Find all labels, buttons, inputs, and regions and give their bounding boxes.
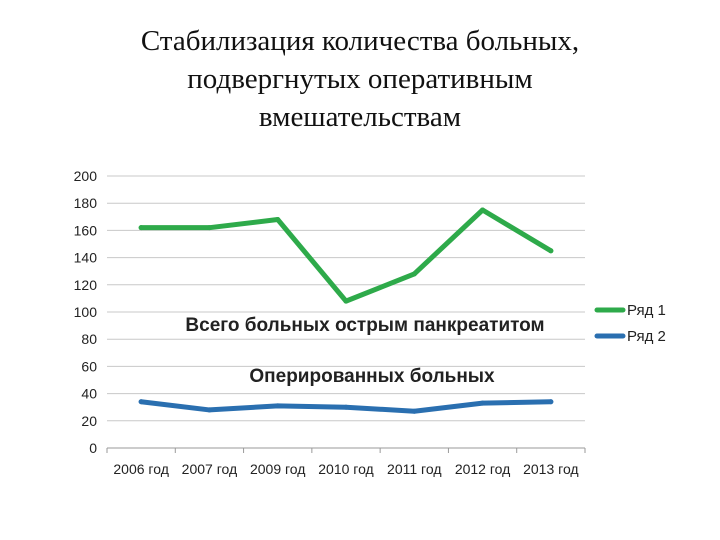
x-axis-ticks: 2006 год 2007 год 2009 год 2010 год 2011 год…	[106, 448, 586, 477]
x-tick-label: 2009 год	[250, 461, 305, 477]
annotation-total-patients: Всего больных острым панкреатитом	[185, 315, 544, 336]
series-lines	[138, 207, 554, 414]
title-line-1: Стабилизация количества больных,	[140, 25, 580, 57]
x-tick-label: 2013 год	[523, 461, 578, 477]
data-point	[138, 399, 144, 405]
y-tick-label: 120	[74, 277, 98, 293]
y-tick-label: 200	[74, 168, 98, 184]
data-point	[206, 407, 212, 413]
gridlines	[107, 175, 585, 449]
y-tick-label: 60	[81, 358, 97, 374]
y-tick-label: 100	[74, 304, 98, 320]
annotation-operated-patients: Оперированных больных	[249, 366, 495, 387]
x-tick-label: 2007 год	[182, 461, 237, 477]
title-line-3: вмешательствам	[258, 101, 462, 133]
y-tick-label: 80	[81, 331, 97, 347]
x-tick-label: 2010 год	[318, 461, 373, 477]
slide-title: Стабилизация количества больных, подверг…	[60, 22, 660, 136]
data-point	[343, 404, 349, 410]
series-line-1	[138, 207, 554, 304]
title-line-2: подвергнутых оперативным	[187, 63, 533, 95]
y-tick-label: 0	[89, 440, 97, 456]
y-tick-label: 140	[74, 250, 98, 266]
data-point	[275, 403, 281, 409]
x-tick-label: 2011 год	[387, 461, 441, 477]
data-point	[480, 207, 486, 213]
y-tick-label: 20	[81, 413, 97, 429]
data-point	[138, 225, 144, 231]
legend-label: Ряд 2	[627, 328, 666, 345]
data-point	[411, 271, 417, 277]
data-point	[548, 248, 554, 254]
legend: Ряд 1 Ряд 2	[594, 302, 666, 345]
data-point	[411, 408, 417, 414]
x-tick-label: 2012 год	[455, 461, 510, 477]
y-tick-label: 160	[74, 222, 98, 238]
data-point	[343, 298, 349, 304]
legend-label: Ряд 1	[627, 302, 666, 319]
y-axis-ticks: 0 20 40 60 80 100 120 140 160 180 200	[74, 168, 98, 456]
x-tick-label: 2006 год	[113, 461, 168, 477]
data-point	[206, 225, 212, 231]
data-point	[480, 400, 486, 406]
y-tick-label: 40	[81, 386, 97, 402]
data-point	[275, 217, 281, 223]
y-tick-label: 180	[74, 195, 98, 211]
data-point	[548, 399, 554, 405]
